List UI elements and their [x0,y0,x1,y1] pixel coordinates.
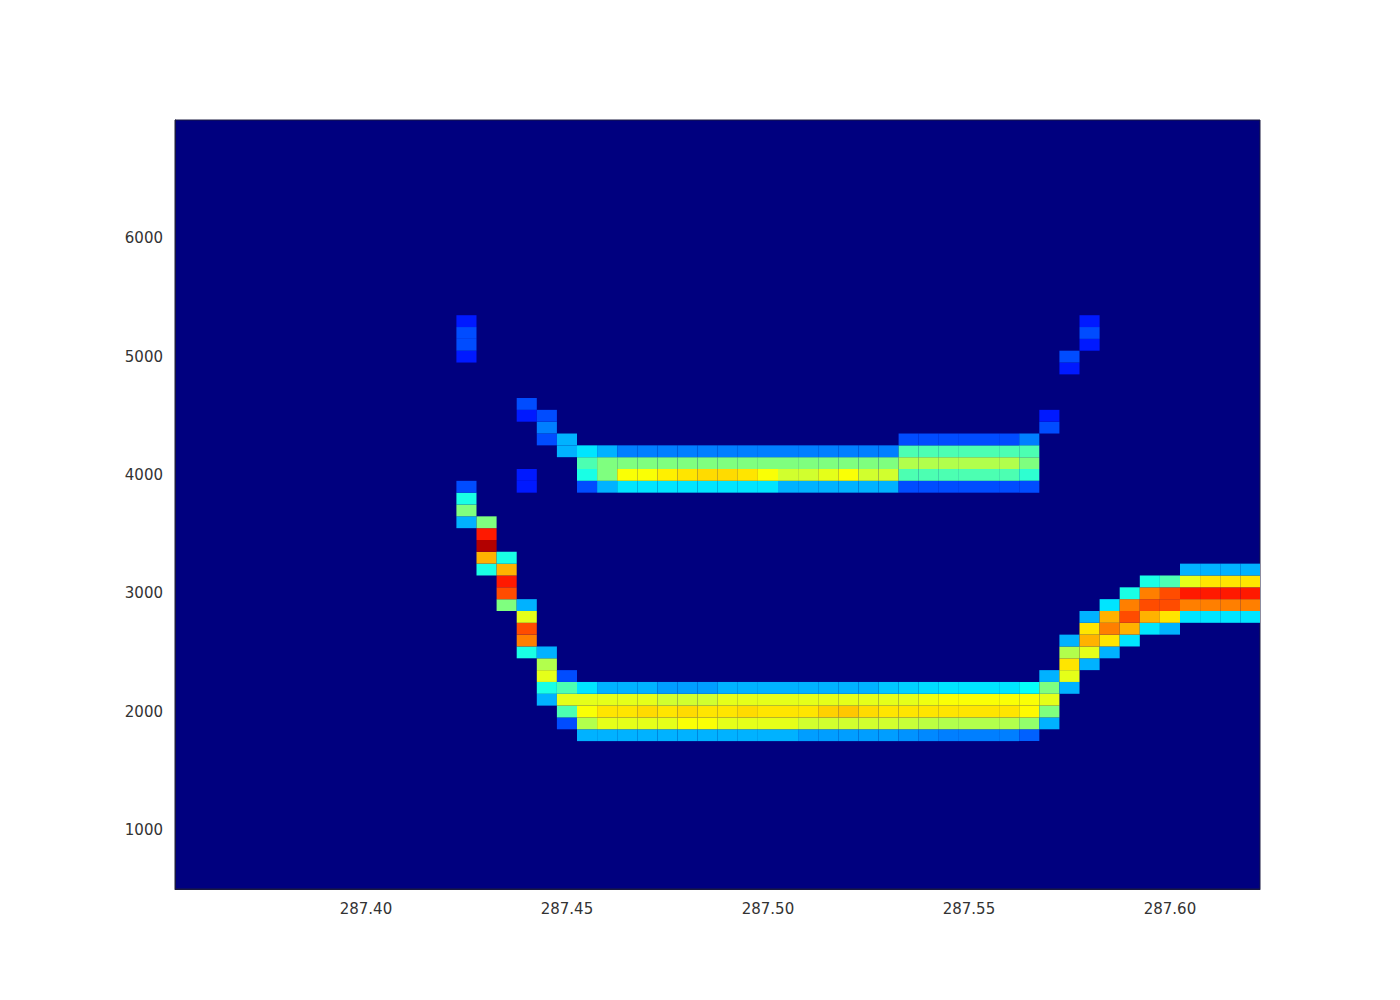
svg-text:6000: 6000 [125,229,163,247]
svg-text:3000: 3000 [125,584,163,602]
svg-text:287.50: 287.50 [742,900,795,918]
svg-text:2000: 2000 [125,703,163,721]
svg-text:4000: 4000 [125,466,163,484]
svg-text:287.40: 287.40 [340,900,393,918]
svg-text:287.60: 287.60 [1144,900,1197,918]
svg-text:5000: 5000 [125,348,163,366]
svg-text:1000: 1000 [125,821,163,839]
svg-text:287.55: 287.55 [943,900,996,918]
svg-text:287.45: 287.45 [541,900,594,918]
